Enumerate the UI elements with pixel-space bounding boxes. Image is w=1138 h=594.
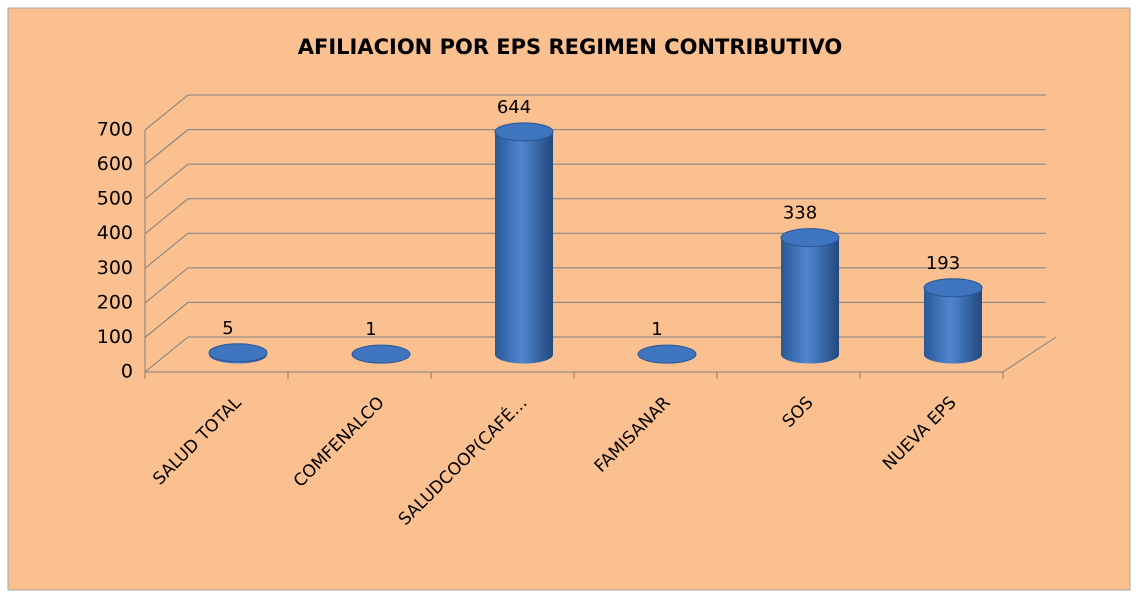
y-tick-label: 600 bbox=[97, 153, 133, 175]
grid-slant bbox=[144, 163, 189, 200]
value-label: 5 bbox=[222, 318, 233, 339]
bar-top bbox=[494, 122, 554, 142]
grid-slant bbox=[144, 302, 189, 338]
grid-slant bbox=[144, 267, 189, 304]
value-label: 644 bbox=[497, 97, 531, 118]
bar-top bbox=[208, 343, 268, 363]
grid-slant bbox=[144, 336, 189, 373]
chart-title: AFILIACION POR EPS REGIMEN CONTRIBUTIVO bbox=[298, 35, 843, 59]
grid-slant bbox=[144, 94, 189, 131]
grid-slant bbox=[144, 198, 189, 235]
floor-right bbox=[1002, 336, 1057, 373]
value-label: 1 bbox=[365, 319, 376, 340]
bar bbox=[495, 131, 553, 364]
bar bbox=[924, 287, 982, 364]
value-label: 193 bbox=[926, 253, 960, 274]
y-tick-label: 100 bbox=[97, 326, 133, 348]
bar bbox=[781, 237, 839, 364]
y-tick-label: 200 bbox=[97, 291, 133, 313]
bar-top bbox=[780, 228, 840, 248]
grid-slant bbox=[144, 129, 189, 165]
y-tick-label: 400 bbox=[97, 222, 133, 244]
y-tick-label: 300 bbox=[97, 257, 133, 279]
bar-top bbox=[351, 344, 411, 364]
value-label: 1 bbox=[651, 319, 662, 340]
y-tick-label: 700 bbox=[97, 119, 133, 141]
bar-top bbox=[637, 344, 697, 364]
value-label: 338 bbox=[783, 203, 817, 224]
bar-top bbox=[923, 278, 983, 298]
y-tick-label: 500 bbox=[97, 188, 133, 210]
grid-slant bbox=[144, 232, 189, 269]
y-tick-label: 0 bbox=[121, 361, 133, 383]
